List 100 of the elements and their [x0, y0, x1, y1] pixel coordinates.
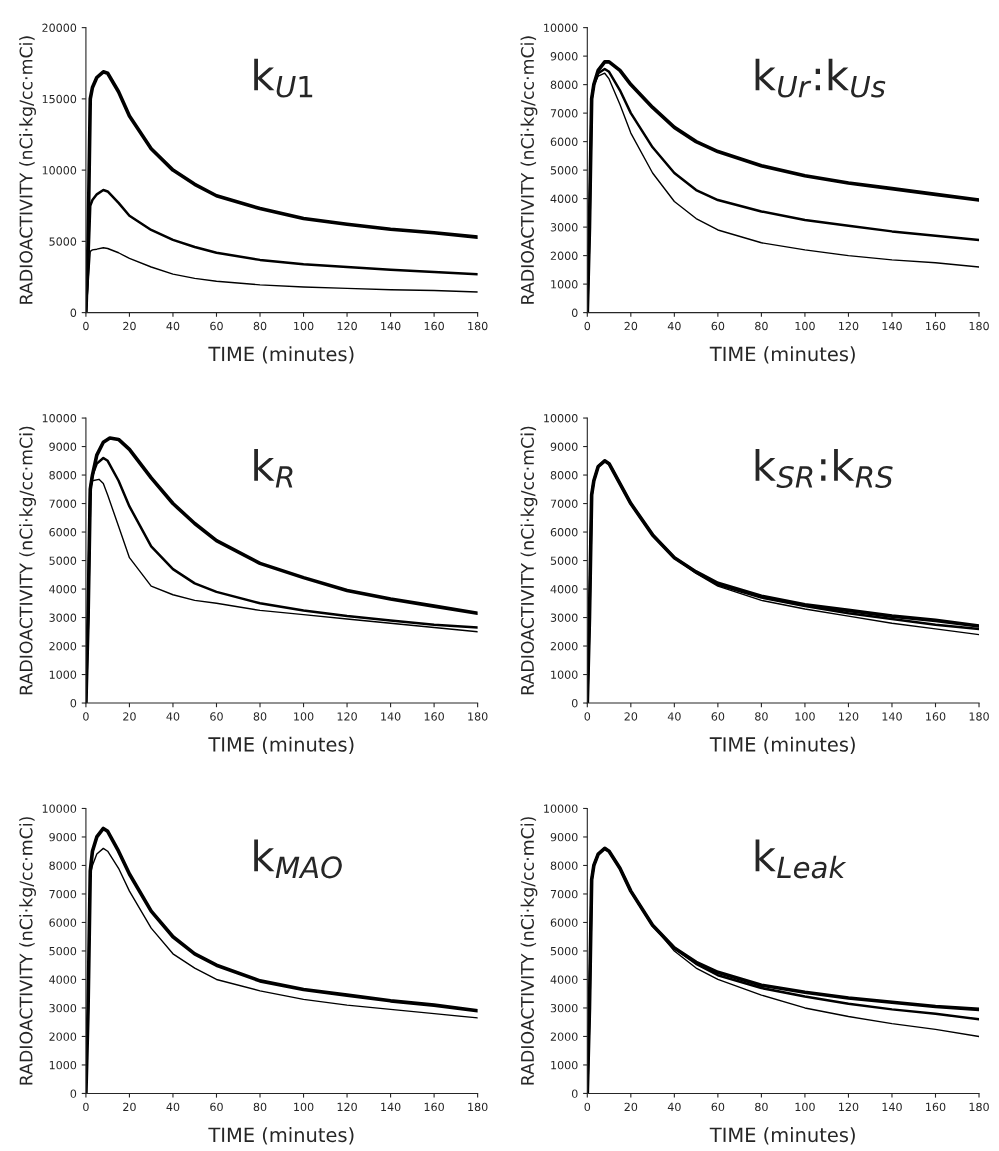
- x-tick-label: 100: [294, 712, 314, 721]
- x-tick-label: 180: [468, 712, 488, 721]
- text: k$_{Ur}$:k$_{Us}$: [755, 58, 886, 98]
- x-tick-label: 120: [839, 712, 859, 721]
- y-tick-label: 2000: [49, 642, 77, 651]
- y-tick-label: 3000: [49, 1003, 77, 1013]
- y-tick-label: 8000: [550, 861, 578, 870]
- y-tick-label: 6000: [550, 137, 578, 146]
- y-tick-label: 5000: [550, 556, 578, 565]
- y-tick-label: 7000: [550, 499, 578, 508]
- x-tick-label: 120: [839, 1102, 859, 1112]
- y-tick-label: 9000: [550, 442, 578, 451]
- y-tick-label: 6000: [550, 528, 578, 537]
- x-tick-label: 140: [381, 1102, 401, 1112]
- y-tick-label: 7000: [49, 889, 77, 899]
- x-axis-title: TIME (minutes): [709, 736, 855, 755]
- x-tick-label: 140: [882, 1102, 902, 1112]
- y-tick-label: 2000: [550, 1032, 578, 1041]
- y-axis-title: RADIOACTIVITY (nCi·kg/cc·mCi): [19, 817, 36, 1085]
- y-tick-label: 10000: [544, 23, 578, 32]
- x-tick-label: 0: [584, 712, 591, 721]
- x-tick-label: 60: [210, 321, 223, 331]
- x-tick-label: 100: [795, 712, 815, 721]
- text: k$_{Leak}$: [755, 839, 847, 879]
- y-tick-label: 5000: [550, 946, 578, 956]
- y-axis-title: RADIOACTIVITY (nCi·kg/cc·mCi): [520, 36, 538, 304]
- x-tick-label: 80: [253, 321, 267, 331]
- x-axis-title: TIME (minutes): [208, 346, 354, 364]
- x-tick-label: 100: [795, 321, 815, 331]
- x-tick-label: 180: [969, 321, 989, 331]
- y-tick-label: 3000: [550, 223, 578, 232]
- x-tick-label: 20: [624, 712, 638, 721]
- x-tick-label: 160: [424, 712, 444, 721]
- y-tick-label: 1000: [551, 280, 578, 289]
- y-tick-label: 5000: [49, 237, 77, 246]
- x-tick-label: 20: [123, 712, 136, 721]
- x-tick-label: 80: [253, 1102, 267, 1112]
- y-tick-label: 20000: [42, 23, 77, 32]
- x-tick-label: 0: [584, 321, 591, 331]
- x-tick-label: 0: [83, 712, 89, 721]
- y-tick-label: 15000: [42, 94, 77, 104]
- y-tick-label: 2000: [49, 1032, 77, 1041]
- x-axis-title: TIME (minutes): [208, 1127, 354, 1145]
- y-tick-label: 4000: [49, 585, 77, 594]
- x-tick-label: 0: [83, 1102, 89, 1112]
- y-tick-label: 8000: [550, 471, 578, 480]
- y-tick-label: 9000: [49, 442, 77, 451]
- x-tick-label: 20: [624, 1102, 638, 1112]
- x-tick-label: 120: [337, 712, 357, 721]
- x-tick-label: 60: [711, 321, 725, 331]
- x-tick-label: 20: [123, 321, 136, 331]
- x-tick-label: 140: [882, 321, 902, 331]
- x-tick-label: 180: [969, 712, 989, 721]
- x-tick-label: 40: [166, 321, 180, 331]
- text: k$_{MAO}$: [254, 839, 342, 879]
- y-tick-label: 3000: [49, 613, 77, 622]
- x-tick-label: 60: [210, 712, 223, 721]
- y-tick-label: 0: [571, 308, 578, 317]
- y-tick-label: 10000: [544, 414, 578, 423]
- x-tick-label: 160: [926, 321, 946, 331]
- x-tick-label: 180: [468, 321, 488, 331]
- x-tick-label: 40: [166, 1102, 180, 1112]
- x-tick-label: 140: [381, 321, 401, 331]
- x-tick-label: 80: [755, 321, 768, 331]
- y-tick-label: 3000: [550, 613, 578, 622]
- x-tick-label: 160: [926, 1102, 946, 1112]
- y-axis-title: RADIOACTIVITY (nCi·kg/cc·mCi): [19, 426, 36, 695]
- y-tick-label: 5000: [49, 946, 77, 956]
- x-tick-label: 120: [839, 321, 859, 331]
- y-axis-title: RADIOACTIVITY (nCi·kg/cc·mCi): [520, 426, 538, 695]
- y-tick-label: 0: [70, 1089, 77, 1098]
- y-tick-label: 8000: [550, 80, 578, 89]
- x-tick-label: 100: [294, 321, 314, 331]
- x-tick-label: 60: [711, 1102, 725, 1112]
- x-tick-label: 160: [926, 712, 946, 721]
- y-tick-label: 9000: [49, 832, 77, 842]
- x-tick-label: 60: [210, 1102, 223, 1112]
- y-tick-label: 5000: [49, 556, 77, 565]
- y-tick-label: 10000: [42, 804, 77, 813]
- y-tick-label: 4000: [550, 975, 578, 984]
- y-tick-label: 9000: [550, 832, 578, 842]
- y-tick-label: 0: [70, 699, 77, 708]
- y-tick-label: 8000: [49, 861, 77, 870]
- text: k$_{U1}$: [254, 58, 313, 98]
- y-tick-label: 8000: [49, 471, 77, 480]
- y-axis-title: RADIOACTIVITY (nCi·kg/cc·mCi): [520, 817, 538, 1085]
- x-tick-label: 40: [667, 321, 681, 331]
- y-tick-label: 5000: [550, 166, 578, 175]
- x-tick-label: 0: [584, 1102, 591, 1112]
- x-tick-label: 120: [337, 321, 357, 331]
- x-axis-title: TIME (minutes): [709, 346, 855, 364]
- x-tick-label: 180: [969, 1102, 989, 1112]
- x-tick-label: 80: [755, 1102, 768, 1112]
- x-tick-label: 80: [253, 712, 267, 721]
- y-tick-label: 7000: [550, 109, 578, 118]
- y-tick-label: 0: [571, 1089, 578, 1098]
- x-tick-label: 100: [795, 1102, 815, 1112]
- x-tick-label: 180: [468, 1102, 488, 1112]
- x-axis-title: TIME (minutes): [709, 1127, 855, 1145]
- y-tick-label: 10000: [544, 804, 578, 813]
